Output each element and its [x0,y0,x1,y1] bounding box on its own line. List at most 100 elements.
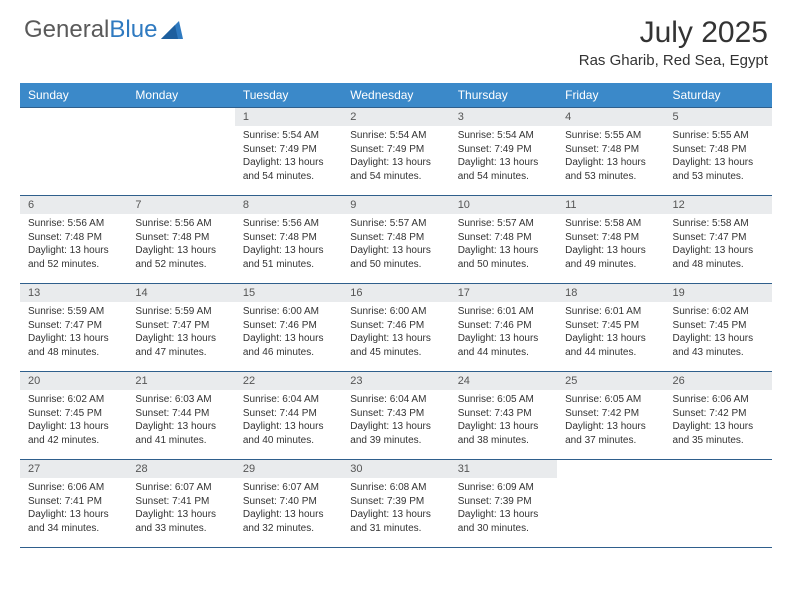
day-number: 2 [342,108,449,126]
day-number: 3 [450,108,557,126]
sunrise-line: Sunrise: 6:01 AM [565,305,656,319]
calendar-week-row: 13Sunrise: 5:59 AMSunset: 7:47 PMDayligh… [20,284,772,372]
day-details: Sunrise: 5:56 AMSunset: 7:48 PMDaylight:… [20,214,127,275]
calendar-cell: 4Sunrise: 5:55 AMSunset: 7:48 PMDaylight… [557,108,664,196]
day-number: 25 [557,372,664,390]
calendar-cell: 18Sunrise: 6:01 AMSunset: 7:45 PMDayligh… [557,284,664,372]
logo-triangle-icon [161,21,183,39]
day-number: 21 [127,372,234,390]
daylight-line: Daylight: 13 hours and 49 minutes. [565,244,656,271]
calendar-cell [127,108,234,196]
sunset-line: Sunset: 7:40 PM [243,495,334,509]
calendar-cell: 15Sunrise: 6:00 AMSunset: 7:46 PMDayligh… [235,284,342,372]
day-header: Monday [127,83,234,108]
sunset-line: Sunset: 7:48 PM [673,143,764,157]
sunset-line: Sunset: 7:46 PM [458,319,549,333]
sunset-line: Sunset: 7:39 PM [350,495,441,509]
day-number: 7 [127,196,234,214]
day-number: 27 [20,460,127,478]
daylight-line: Daylight: 13 hours and 38 minutes. [458,420,549,447]
sunrise-line: Sunrise: 5:56 AM [135,217,226,231]
day-details: Sunrise: 6:02 AMSunset: 7:45 PMDaylight:… [665,302,772,363]
day-details: Sunrise: 5:54 AMSunset: 7:49 PMDaylight:… [450,126,557,187]
sunset-line: Sunset: 7:39 PM [458,495,549,509]
calendar-cell: 21Sunrise: 6:03 AMSunset: 7:44 PMDayligh… [127,372,234,460]
day-details: Sunrise: 6:07 AMSunset: 7:40 PMDaylight:… [235,478,342,539]
daylight-line: Daylight: 13 hours and 48 minutes. [28,332,119,359]
day-details: Sunrise: 5:57 AMSunset: 7:48 PMDaylight:… [342,214,449,275]
sunrise-line: Sunrise: 5:57 AM [458,217,549,231]
day-number: 16 [342,284,449,302]
sunset-line: Sunset: 7:45 PM [673,319,764,333]
day-number: 22 [235,372,342,390]
calendar-cell: 24 Sunrise: 6:05 AMSunset: 7:43 PMDayligh… [450,372,557,460]
day-number: 24 [450,372,557,390]
sunset-line: Sunset: 7:44 PM [243,407,334,421]
day-details: Sunrise: 5:58 AMSunset: 7:48 PMDaylight:… [557,214,664,275]
calendar-cell: 11Sunrise: 5:58 AMSunset: 7:48 PMDayligh… [557,196,664,284]
day-header: Tuesday [235,83,342,108]
logo: GeneralBlue [24,16,183,44]
calendar-cell: 7Sunrise: 5:56 AMSunset: 7:48 PMDaylight… [127,196,234,284]
daylight-line: Daylight: 13 hours and 41 minutes. [135,420,226,447]
logo-word2: Blue [109,16,157,43]
day-details: Sunrise: 5:59 AMSunset: 7:47 PMDaylight:… [127,302,234,363]
logo-word1: General [24,16,109,43]
sunset-line: Sunset: 7:48 PM [28,231,119,245]
sunrise-line: Sunrise: 5:58 AM [673,217,764,231]
day-details: Sunrise: 5:54 AMSunset: 7:49 PMDaylight:… [235,126,342,187]
day-number: 26 [665,372,772,390]
day-header: Thursday [450,83,557,108]
calendar-cell: 16Sunrise: 6:00 AMSunset: 7:46 PMDayligh… [342,284,449,372]
sunset-line: Sunset: 7:43 PM [458,407,549,421]
calendar-cell: 3Sunrise: 5:54 AMSunset: 7:49 PMDaylight… [450,108,557,196]
sunrise-line: Sunrise: 5:59 AM [28,305,119,319]
day-number: 18 [557,284,664,302]
sunset-line: Sunset: 7:48 PM [565,231,656,245]
daylight-line: Daylight: 13 hours and 45 minutes. [350,332,441,359]
daylight-line: Daylight: 13 hours and 44 minutes. [458,332,549,359]
sunrise-line: Sunrise: 6:00 AM [243,305,334,319]
sunset-line: Sunset: 7:43 PM [350,407,441,421]
daylight-line: Daylight: 13 hours and 40 minutes. [243,420,334,447]
calendar-cell: 27Sunrise: 6:06 AMSunset: 7:41 PMDayligh… [20,460,127,548]
sunset-line: Sunset: 7:49 PM [350,143,441,157]
calendar-cell: 8Sunrise: 5:56 AMSunset: 7:48 PMDaylight… [235,196,342,284]
calendar-week-row: 20Sunrise: 6:02 AMSunset: 7:45 PMDayligh… [20,372,772,460]
daylight-line: Daylight: 13 hours and 54 minutes. [458,156,549,183]
calendar-cell [557,460,664,548]
daylight-line: Daylight: 13 hours and 53 minutes. [673,156,764,183]
day-details: Sunrise: 6:09 AMSunset: 7:39 PMDaylight:… [450,478,557,539]
calendar-cell: 31Sunrise: 6:09 AMSunset: 7:39 PMDayligh… [450,460,557,548]
sunrise-line: Sunrise: 6:05 AM [458,393,549,407]
calendar-cell: 10Sunrise: 5:57 AMSunset: 7:48 PMDayligh… [450,196,557,284]
calendar-cell: 2Sunrise: 5:54 AMSunset: 7:49 PMDaylight… [342,108,449,196]
daylight-line: Daylight: 13 hours and 48 minutes. [673,244,764,271]
day-number: 11 [557,196,664,214]
daylight-line: Daylight: 13 hours and 52 minutes. [135,244,226,271]
day-header: Wednesday [342,83,449,108]
daylight-line: Daylight: 13 hours and 35 minutes. [673,420,764,447]
day-number: 1 [235,108,342,126]
day-details: Sunrise: 5:59 AMSunset: 7:47 PMDaylight:… [20,302,127,363]
sunset-line: Sunset: 7:46 PM [243,319,334,333]
day-number: 15 [235,284,342,302]
day-details: Sunrise: 5:55 AMSunset: 7:48 PMDaylight:… [665,126,772,187]
daylight-line: Daylight: 13 hours and 31 minutes. [350,508,441,535]
day-details: Sunrise: 6:00 AMSunset: 7:46 PMDaylight:… [342,302,449,363]
sunrise-line: Sunrise: 5:55 AM [673,129,764,143]
daylight-line: Daylight: 13 hours and 50 minutes. [458,244,549,271]
day-number: 19 [665,284,772,302]
daylight-line: Daylight: 13 hours and 30 minutes. [458,508,549,535]
day-header: Friday [557,83,664,108]
sunrise-line: Sunrise: 5:54 AM [350,129,441,143]
sunrise-line: Sunrise: 5:56 AM [243,217,334,231]
day-number: 12 [665,196,772,214]
calendar-cell: 5Sunrise: 5:55 AMSunset: 7:48 PMDaylight… [665,108,772,196]
day-details: Sunrise: 5:58 AMSunset: 7:47 PMDaylight:… [665,214,772,275]
location-label: Ras Gharib, Red Sea, Egypt [579,52,768,69]
calendar-cell [665,460,772,548]
calendar-body: 1Sunrise: 5:54 AMSunset: 7:49 PMDaylight… [20,108,772,548]
calendar-cell: 25Sunrise: 6:05 AMSunset: 7:42 PMDayligh… [557,372,664,460]
sunrise-line: Sunrise: 6:06 AM [673,393,764,407]
